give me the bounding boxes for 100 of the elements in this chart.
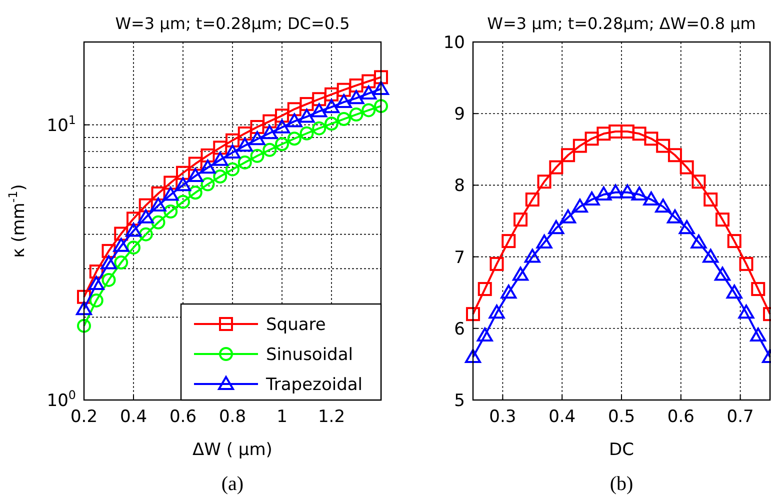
- point: [702, 248, 719, 263]
- point: [262, 114, 277, 128]
- point: [560, 209, 576, 224]
- legend-label: Trapezoidal: [265, 374, 363, 395]
- point: [114, 256, 128, 270]
- point: [360, 85, 377, 100]
- legend-label: Sinusoidal: [266, 344, 353, 365]
- point: [548, 220, 564, 234]
- y-tick-label: 5: [454, 390, 465, 411]
- point: [138, 227, 153, 242]
- point: [666, 209, 683, 224]
- point: [262, 142, 277, 157]
- x-tick-label: 0.4: [548, 407, 576, 428]
- legend-label: Square: [266, 314, 326, 335]
- point: [619, 184, 636, 198]
- point: [262, 125, 278, 140]
- point: [151, 215, 166, 230]
- point: [162, 186, 179, 201]
- point: [632, 126, 646, 141]
- point: [692, 174, 706, 189]
- point: [300, 126, 314, 140]
- point: [236, 138, 253, 152]
- point: [138, 198, 153, 212]
- point: [126, 240, 140, 255]
- point: [348, 90, 364, 104]
- point: [238, 155, 252, 170]
- chart-title: W=3 μm; t=0.28μm; DC=0.5: [115, 14, 350, 33]
- point: [164, 176, 178, 190]
- point: [89, 293, 104, 308]
- point: [512, 266, 529, 281]
- x-tick-label: 0.6: [169, 407, 197, 428]
- point: [631, 186, 648, 201]
- point: [336, 82, 351, 97]
- point: [226, 133, 240, 148]
- point: [374, 99, 388, 114]
- point: [226, 162, 240, 176]
- point: [336, 112, 351, 126]
- point: [572, 198, 588, 213]
- x-axis-title: ΔW ( μm): [192, 440, 272, 460]
- point: [549, 160, 564, 174]
- x-tick-label: 1: [276, 407, 288, 428]
- point: [726, 284, 742, 299]
- point: [536, 234, 552, 248]
- point: [750, 328, 766, 342]
- point: [274, 119, 290, 134]
- point: [374, 70, 388, 84]
- x-axis-title: DC: [609, 440, 634, 460]
- y-tick-label: 6: [454, 319, 465, 340]
- point: [114, 226, 128, 241]
- point: [200, 148, 215, 162]
- point: [150, 198, 166, 212]
- point: [524, 248, 540, 263]
- point: [584, 132, 599, 146]
- point: [476, 328, 493, 342]
- point: [739, 256, 754, 271]
- point: [572, 138, 587, 153]
- point: [126, 212, 140, 226]
- y-tick-label: 8: [454, 176, 465, 196]
- point: [300, 97, 314, 112]
- point: [349, 78, 364, 92]
- point: [727, 234, 742, 248]
- point: [298, 108, 315, 123]
- point: [690, 234, 707, 248]
- point: [502, 234, 516, 248]
- point: [514, 212, 528, 227]
- point: [678, 220, 695, 234]
- point: [584, 192, 600, 206]
- x-tick-label: 0.6: [667, 407, 694, 428]
- point: [312, 92, 326, 106]
- point: [224, 144, 240, 159]
- point: [680, 160, 694, 174]
- point: [138, 209, 154, 224]
- point: [751, 282, 766, 296]
- point: [525, 192, 540, 207]
- point: [175, 177, 191, 192]
- point: [200, 160, 216, 174]
- point: [76, 301, 92, 316]
- point: [287, 102, 302, 116]
- point: [704, 192, 718, 207]
- point: [102, 244, 116, 258]
- x-tick-label: 1.2: [318, 407, 346, 428]
- point: [238, 126, 252, 141]
- point: [596, 186, 612, 201]
- point: [466, 307, 480, 322]
- point: [311, 103, 328, 118]
- point: [287, 132, 302, 146]
- point: [151, 186, 166, 200]
- point: [88, 276, 104, 290]
- text: (b): [610, 473, 634, 495]
- point: [275, 137, 289, 152]
- point: [362, 74, 376, 88]
- point: [250, 148, 264, 163]
- point: [714, 266, 730, 281]
- point: [164, 204, 178, 219]
- point: [349, 108, 364, 122]
- y-tick-label: 10$^{1}$: [46, 112, 76, 136]
- point: [200, 177, 215, 192]
- point: [596, 126, 611, 141]
- point: [500, 284, 517, 299]
- x-tick-label: 0.2: [70, 407, 98, 428]
